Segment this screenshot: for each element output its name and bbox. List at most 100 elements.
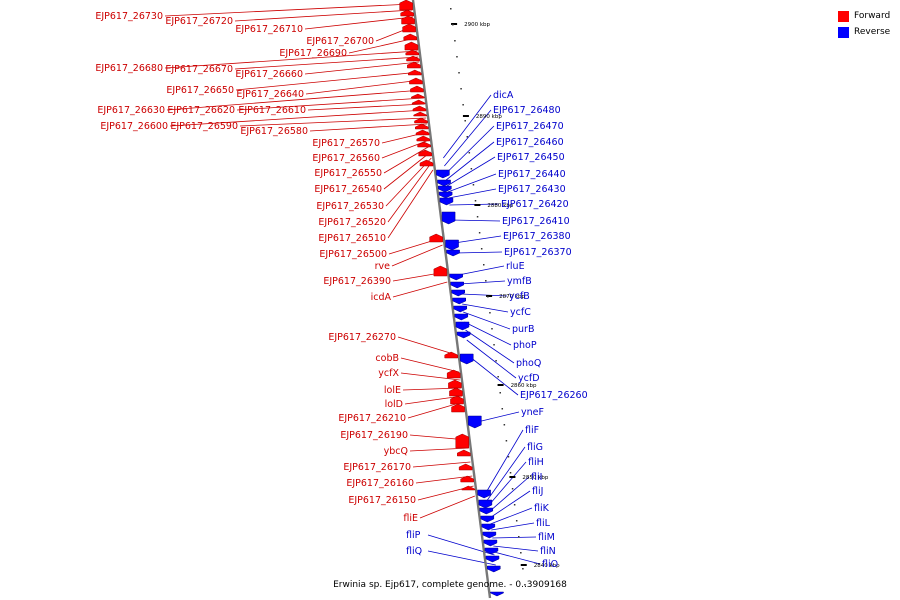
reverse-gene-label: fliF	[525, 425, 539, 436]
reverse-connector	[486, 429, 524, 493]
reverse-gene-label: EJP617_26380	[503, 231, 571, 242]
reverse-connector	[493, 551, 541, 565]
scale-tick-label: 2900 kbp	[464, 22, 490, 28]
forward-gene-label: EJP617_26390	[323, 276, 391, 287]
reverse-connector	[444, 109, 492, 167]
reverse-gene-label: EJP617_26440	[498, 169, 566, 180]
forward-gene-label: EJP617_26160	[346, 478, 414, 489]
axis-dot	[466, 136, 469, 138]
forward-gene-label: EJP617_26630	[97, 105, 165, 116]
reverse-gene-label: rluE	[506, 261, 525, 272]
reverse-connector	[465, 329, 515, 364]
forward-gene-label: EJP617_26570	[312, 138, 380, 149]
forward-gene-label: EJP617_26170	[343, 462, 411, 473]
reverse-gene-label: ycfD	[518, 373, 540, 384]
forward-gene-feature	[455, 433, 470, 449]
forward-connector	[304, 61, 420, 75]
forward-gene-label: EJP617_26550	[314, 168, 382, 179]
reverse-gene-label: EJP617_26480	[493, 105, 561, 116]
forward-gene-label: EJP617_26610	[238, 105, 306, 116]
axis-dot	[468, 152, 471, 154]
reverse-gene-feature	[454, 313, 469, 321]
axis-dot	[460, 88, 462, 90]
reverse-gene-feature	[480, 515, 495, 523]
scale-tick-label: 2870 kbp	[499, 294, 525, 300]
forward-gene-label: EJP617_26720	[165, 16, 233, 27]
forward-gene-label: EJP617_26500	[319, 249, 387, 260]
axis-dot	[480, 248, 483, 250]
forward-gene-feature	[417, 141, 431, 148]
axis-dot	[458, 72, 460, 74]
legend: Forward Reverse	[838, 8, 898, 40]
forward-gene-label: EJP617_26520	[318, 217, 386, 228]
forward-connector	[409, 447, 469, 452]
axis-dot	[452, 24, 454, 26]
reverse-connector	[464, 321, 512, 346]
forward-gene-feature	[450, 395, 464, 405]
reverse-gene-label: phoQ	[516, 358, 541, 369]
scale-tick-mark	[451, 23, 458, 25]
forward-connector	[419, 495, 476, 519]
reverse-gene-feature	[484, 547, 499, 555]
forward-swatch	[838, 10, 849, 22]
axis-dot	[505, 440, 508, 442]
forward-gene-feature	[460, 475, 474, 483]
reverse-gene-feature	[438, 191, 453, 199]
reverse-gene-feature	[487, 565, 501, 573]
legend-forward-label: Forward	[854, 11, 891, 21]
axis-dot	[487, 296, 489, 298]
reverse-gene-feature	[456, 331, 471, 339]
scale-tick-label: 2880 kbp	[487, 203, 513, 209]
forward-gene-feature	[429, 233, 443, 243]
axis-dot	[485, 280, 487, 282]
axis-dot	[507, 456, 510, 458]
reverse-gene-feature	[477, 489, 491, 499]
scale-ticks: 2900 kbp 2890 kbp 2880 kbp 2870 kbp 2860 kbp…	[450, 8, 560, 586]
forward-gene-feature	[403, 33, 418, 41]
forward-gene-label: EJP617_26540	[314, 184, 382, 195]
forward-gene-label: EJP617_26680	[95, 63, 163, 74]
forward-connector	[166, 89, 423, 111]
forward-gene-feature	[406, 55, 420, 62]
reverse-connector	[477, 411, 520, 423]
axis-dot	[503, 424, 506, 426]
axis-dot	[497, 376, 499, 378]
forward-gene-label: lolE	[384, 385, 401, 396]
forward-gene-label: rve	[375, 261, 391, 272]
forward-connector	[383, 151, 431, 190]
forward-gene-feature	[433, 265, 448, 277]
reverse-connector	[447, 173, 497, 193]
reverse-gene-feature	[453, 305, 468, 313]
legend-reverse-label: Reverse	[854, 27, 891, 37]
forward-gene-label: lolD	[385, 399, 403, 410]
forward-gene-feature	[446, 369, 461, 379]
forward-gene-label: EJP617_26190	[340, 430, 408, 441]
forward-gene-feature	[410, 85, 424, 93]
forward-gene-feature	[409, 77, 423, 85]
forward-connector	[404, 395, 463, 405]
reverse-connector	[491, 522, 535, 531]
axis-dot	[454, 40, 456, 42]
forward-gene-label: EJP617_26210	[338, 413, 406, 424]
reverse-connector	[455, 251, 503, 254]
forward-connector	[235, 71, 421, 91]
forward-connector	[164, 3, 412, 17]
forward-gene-feature	[399, 0, 413, 11]
legend-reverse: Reverse	[838, 24, 898, 40]
forward-connector	[348, 37, 416, 54]
forward-gene-feature	[416, 135, 431, 142]
reverse-gene-label: fliJ	[532, 486, 543, 497]
forward-gene-feature	[419, 159, 434, 167]
reverse-gene-label: EJP617_26410	[502, 216, 570, 227]
reverse-gene-label: EJP617_26450	[497, 152, 565, 163]
reverse-connector	[466, 339, 517, 379]
axis-dot	[472, 184, 475, 186]
scale-tick-label: 2860 kbp	[511, 383, 537, 389]
forward-gene-label: EJP617_26600	[100, 121, 168, 132]
reverse-gene-label: phoP	[513, 340, 537, 351]
forward-connector	[381, 139, 430, 159]
forward-connector	[400, 372, 460, 381]
reverse-gene-label: EJP617_26470	[496, 121, 564, 132]
forward-gene-feature	[408, 69, 422, 76]
